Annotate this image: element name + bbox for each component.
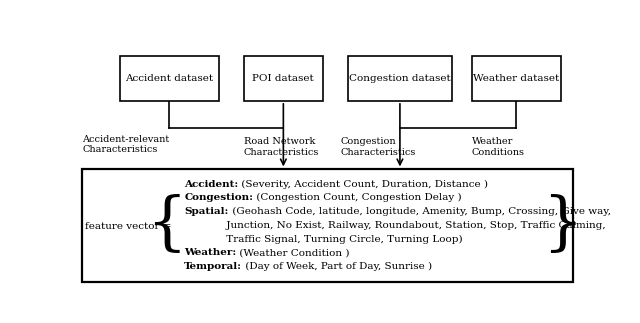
Text: POI dataset: POI dataset xyxy=(253,74,314,83)
Text: Junction, No Exist, Railway, Roundabout, Station, Stop, Traffic Calming,: Junction, No Exist, Railway, Roundabout,… xyxy=(184,221,606,230)
Text: Road Network
Characteristics: Road Network Characteristics xyxy=(244,137,319,157)
Text: (Geohash Code, latitude, longitude, Amenity, Bump, Crossing, Give way,: (Geohash Code, latitude, longitude, Amen… xyxy=(228,207,611,216)
Text: }: } xyxy=(542,195,582,256)
Text: Congestion
Characteristics: Congestion Characteristics xyxy=(340,137,416,157)
Text: Weather
Conditions: Weather Conditions xyxy=(472,137,525,157)
Text: (Severity, Accident Count, Duration, Distance ): (Severity, Accident Count, Duration, Dis… xyxy=(239,180,488,189)
Text: {: { xyxy=(147,195,187,256)
Text: Weather dataset: Weather dataset xyxy=(474,74,559,83)
Text: Temporal:: Temporal: xyxy=(184,262,242,271)
Text: feature vector =: feature vector = xyxy=(85,222,172,231)
Text: Weather:: Weather: xyxy=(184,248,236,257)
Text: Congestion:: Congestion: xyxy=(184,193,253,203)
Text: (Day of Week, Part of Day, Sunrise ): (Day of Week, Part of Day, Sunrise ) xyxy=(242,262,432,271)
Text: Traffic Signal, Turning Circle, Turning Loop): Traffic Signal, Turning Circle, Turning … xyxy=(184,234,463,244)
Text: Accident dataset: Accident dataset xyxy=(125,74,213,83)
Text: Spatial:: Spatial: xyxy=(184,207,228,216)
Text: (Weather Condition ): (Weather Condition ) xyxy=(236,248,350,257)
Text: Accident:: Accident: xyxy=(184,180,239,189)
FancyBboxPatch shape xyxy=(472,56,561,101)
FancyBboxPatch shape xyxy=(83,169,573,283)
FancyBboxPatch shape xyxy=(120,56,219,101)
Text: Congestion dataset: Congestion dataset xyxy=(349,74,451,83)
FancyBboxPatch shape xyxy=(244,56,323,101)
Text: Accident-relevant
Characteristics: Accident-relevant Characteristics xyxy=(83,135,170,154)
Text: (Congestion Count, Congestion Delay ): (Congestion Count, Congestion Delay ) xyxy=(253,193,462,203)
FancyBboxPatch shape xyxy=(348,56,452,101)
